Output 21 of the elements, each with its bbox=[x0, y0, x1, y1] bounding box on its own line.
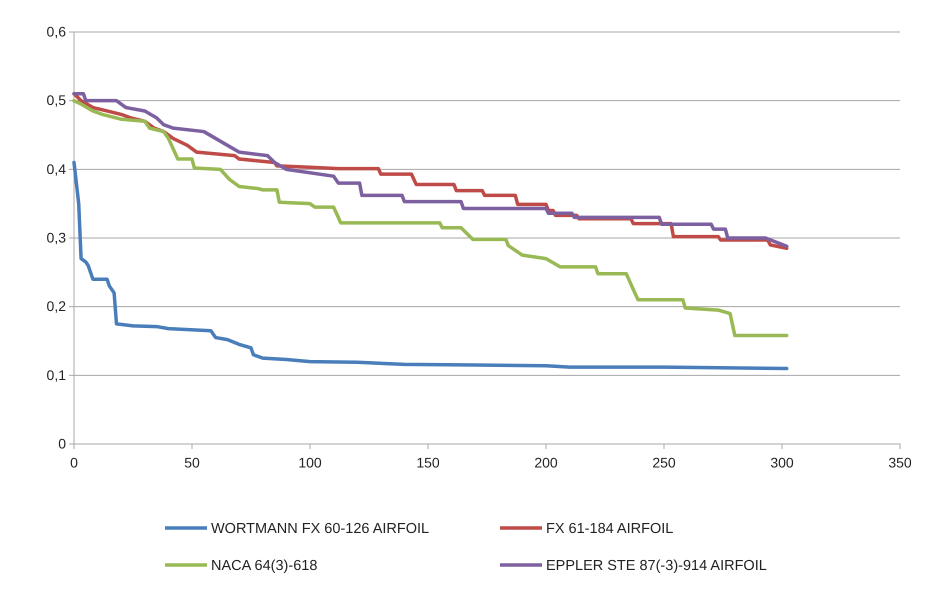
x-tick-label: 0 bbox=[70, 454, 78, 470]
x-tick-label: 250 bbox=[652, 454, 676, 470]
x-tick-label: 150 bbox=[416, 454, 440, 470]
y-tick-label: 0,2 bbox=[46, 298, 66, 314]
x-tick-label: 100 bbox=[298, 454, 322, 470]
line-series bbox=[72, 160, 788, 370]
line-series bbox=[72, 98, 788, 338]
y-tick-label: 0,3 bbox=[46, 229, 66, 246]
y-tick-label: 0,1 bbox=[46, 366, 66, 383]
y-tick-label: 0,6 bbox=[46, 23, 66, 40]
x-tick-label: 350 bbox=[888, 454, 912, 470]
legend-label: EPPLER STE 87(-3)-914 AIRFOIL bbox=[546, 558, 767, 574]
y-tick-label: 0,4 bbox=[46, 160, 66, 177]
x-tick-label: 50 bbox=[184, 454, 200, 470]
legend-label: WORTMANN FX 60-126 AIRFOIL bbox=[211, 521, 430, 538]
x-tick-label: 200 bbox=[534, 454, 558, 470]
y-tick-label: 0 bbox=[58, 435, 66, 452]
legend-label: NACA 64(3)-618 bbox=[211, 558, 318, 574]
legend-label: FX 61-184 AIRFOIL bbox=[546, 521, 674, 538]
x-tick-label: 300 bbox=[770, 454, 794, 470]
y-tick-label: 0,5 bbox=[46, 92, 66, 108]
